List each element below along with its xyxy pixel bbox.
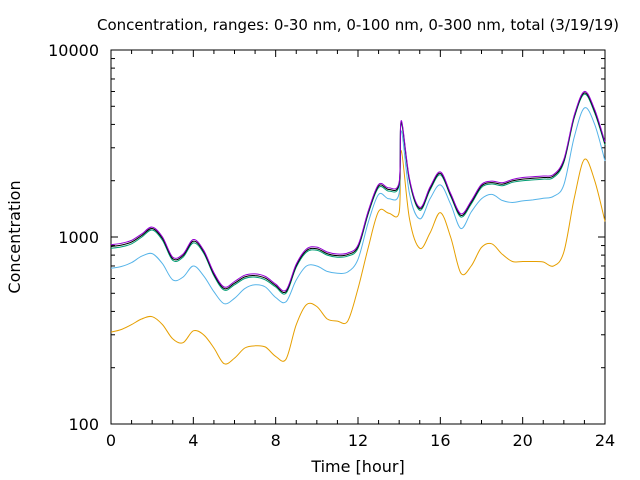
y-tick-label: 100 [68, 415, 99, 434]
y-tick-label: 10000 [48, 41, 99, 60]
y-axis-label: Concentration [5, 180, 24, 293]
series-line-2 [110, 107, 606, 305]
series-line-1 [110, 149, 606, 365]
series-line-4 [110, 92, 606, 293]
x-tick-label: 8 [271, 431, 281, 450]
x-tick-label: 0 [106, 431, 116, 450]
axis-ticks: 0 4 8 12 16 20 24 100 1000 10000 [48, 41, 615, 450]
x-tick-label: 12 [348, 431, 368, 450]
x-tick-label: 24 [595, 431, 615, 450]
series-line-5 [110, 91, 606, 292]
series-layer [110, 91, 606, 365]
x-axis-label: Time [hour] [310, 457, 404, 476]
x-tick-label: 16 [430, 431, 450, 450]
chart-title: Concentration, ranges: 0-30 nm, 0-100 nm… [97, 16, 619, 34]
x-tick-label: 4 [188, 431, 198, 450]
x-tick-label: 20 [512, 431, 532, 450]
series-line-3 [110, 93, 606, 295]
y-tick-label: 1000 [58, 228, 99, 247]
plot-frame [110, 49, 606, 425]
